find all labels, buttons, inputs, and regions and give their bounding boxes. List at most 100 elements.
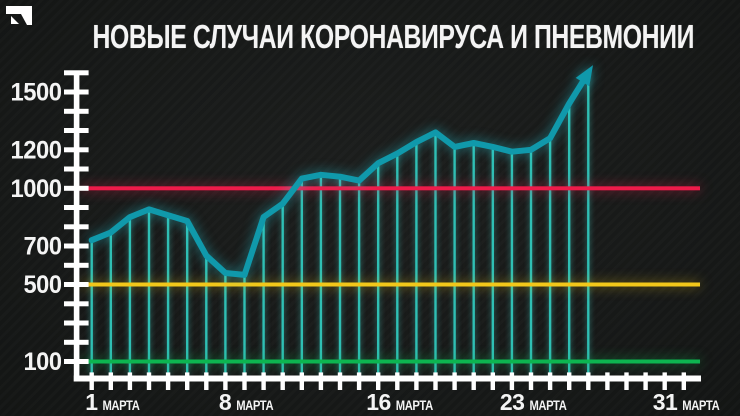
red-threshold-group	[80, 186, 700, 191]
x-label-day-number: 8	[219, 389, 232, 415]
x-label-day-number: 16	[366, 389, 391, 415]
y-tick-label-1200: 1200	[11, 136, 62, 164]
x-tick-28	[605, 372, 610, 390]
y-tick-1200	[64, 147, 89, 153]
drop-lines-group	[90, 72, 590, 376]
x-tick-5	[165, 372, 171, 390]
drop-line-day-10	[262, 217, 265, 376]
y-tick-label-100: 100	[24, 348, 62, 376]
y-tick-label-1000: 1000	[11, 175, 62, 203]
x-label-day-number: 1	[85, 389, 98, 415]
drop-line-day-4	[147, 209, 151, 376]
y-tick-1500	[64, 89, 89, 95]
green-threshold-group	[80, 359, 700, 364]
y-tick-label-700: 700	[24, 233, 62, 261]
drop-line-day-15	[357, 180, 361, 376]
drop-line-day-27	[587, 72, 590, 376]
x-tick-2	[108, 372, 113, 390]
y-tick-1300	[64, 128, 89, 133]
drop-line-day-12	[300, 178, 303, 376]
x-tick-24	[528, 372, 534, 390]
x-tick-12	[299, 372, 304, 390]
yellow-threshold-group	[80, 282, 700, 287]
y-tick-label-500: 500	[24, 271, 62, 299]
x-tick-4	[146, 372, 152, 390]
x-tick-label-31: 31 МАРТА	[653, 389, 720, 415]
drop-line-day-7	[205, 255, 208, 376]
x-tick-label-16: 16 МАРТА	[366, 389, 433, 415]
drop-line-day-8	[224, 273, 227, 376]
drop-line-day-1	[90, 240, 93, 376]
drop-line-day-20	[453, 146, 456, 376]
x-tick-32	[681, 372, 686, 390]
x-tick-29	[624, 372, 629, 390]
x-tick-23	[509, 372, 515, 390]
y-tick-900	[64, 205, 89, 210]
drop-line-day-5	[166, 215, 170, 376]
drop-line-day-13	[319, 174, 323, 376]
x-tick-label-1: 1 МАРТА	[85, 389, 140, 415]
y-tick-1100	[64, 166, 89, 172]
drop-line-day-2	[109, 232, 112, 376]
x-tick-label-23: 23 МАРТА	[500, 389, 567, 415]
x-tick-22	[490, 372, 495, 390]
drop-line-day-26	[568, 103, 571, 376]
x-tick-9	[242, 372, 247, 390]
y-tick-label-1500: 1500	[11, 79, 62, 107]
drop-line-day-23	[510, 151, 514, 376]
axes-group	[64, 70, 702, 390]
data-line-group	[88, 65, 593, 278]
chart-title: НОВЫЕ СЛУЧАИ КОРОНАВИРУСА И ПНЕВМОНИИ	[92, 18, 695, 55]
x-tick-20	[452, 372, 457, 390]
x-tick-6	[185, 372, 190, 390]
reference-line-100	[80, 359, 700, 364]
drop-line-day-21	[472, 143, 475, 376]
x-tick-26	[567, 372, 572, 390]
x-tick-label-8: 8 МАРТА	[219, 389, 274, 415]
x-label-month: МАРТА	[529, 398, 567, 413]
y-tick-500	[64, 282, 89, 287]
drop-line-day-16	[377, 163, 380, 376]
x-label-day-number: 23	[500, 389, 525, 415]
x-tick-30	[643, 372, 648, 390]
drop-line-day-24	[529, 149, 533, 376]
x-tick-17	[395, 372, 400, 390]
x-tick-14	[337, 372, 343, 390]
drop-line-day-25	[548, 138, 552, 376]
drop-line-day-19	[434, 132, 437, 376]
drop-line-day-17	[396, 153, 399, 376]
drop-line-day-3	[128, 217, 132, 376]
x-tick-19	[433, 372, 438, 390]
x-label-day-number: 31	[653, 389, 678, 415]
x-tick-11	[280, 372, 285, 390]
x-tick-7	[204, 372, 209, 390]
reference-line-1000	[80, 186, 700, 191]
x-label-month: МАРТА	[682, 398, 720, 413]
drop-line-day-11	[281, 203, 284, 376]
x-axis-line	[73, 375, 702, 382]
y-tick-400	[64, 301, 89, 307]
x-tick-27	[586, 372, 591, 390]
x-label-month: МАРТА	[396, 398, 434, 413]
drop-line-day-18	[415, 142, 418, 376]
x-tick-1	[89, 372, 94, 390]
data-line	[88, 69, 592, 278]
drop-line-day-14	[338, 176, 342, 376]
drop-line-day-22	[491, 146, 494, 376]
y-tick-600	[64, 262, 89, 268]
y-tick-1600	[64, 70, 89, 76]
x-tick-16	[376, 372, 381, 390]
x-label-month: МАРТА	[236, 398, 274, 413]
x-tick-3	[127, 372, 133, 390]
trend-arrow-icon	[575, 65, 593, 87]
x-tick-25	[547, 372, 553, 390]
y-tick-1400	[64, 108, 89, 114]
x-tick-8	[223, 372, 228, 390]
drop-line-day-9	[243, 274, 246, 376]
x-tick-18	[414, 372, 419, 390]
y-axis-labels: 1500 1200 1000 700 500 100	[11, 79, 63, 377]
y-tick-300	[64, 320, 89, 326]
drop-line-day-6	[186, 221, 189, 376]
